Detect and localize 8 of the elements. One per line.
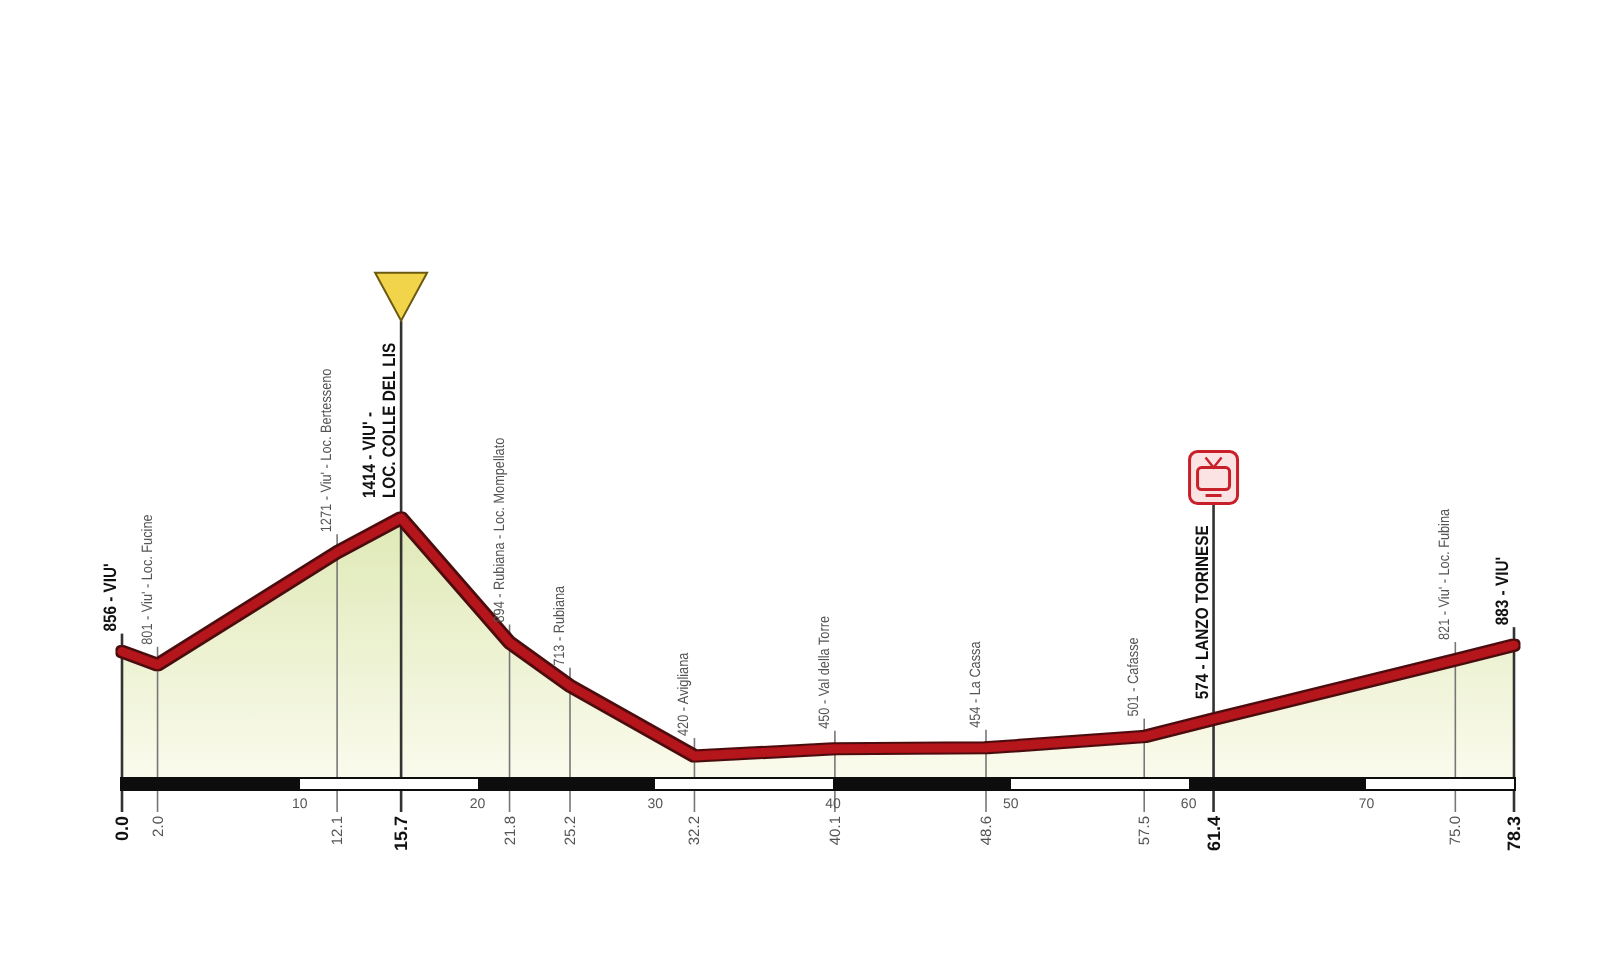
annotation: 0.0 <box>112 816 132 842</box>
data-label: 1414 - VIU' - LOC. COLLE DEL LIS <box>357 342 400 498</box>
data-label: 856 - VIU' <box>98 563 121 632</box>
annotation: 61.4 <box>1203 816 1224 852</box>
data-label: 574 - LANZO TORINESE <box>1190 524 1212 700</box>
data-label: 883 - VIU' <box>1490 556 1513 626</box>
annotation: 78.3 <box>1504 816 1524 852</box>
annotation: 15.7 <box>391 816 412 852</box>
